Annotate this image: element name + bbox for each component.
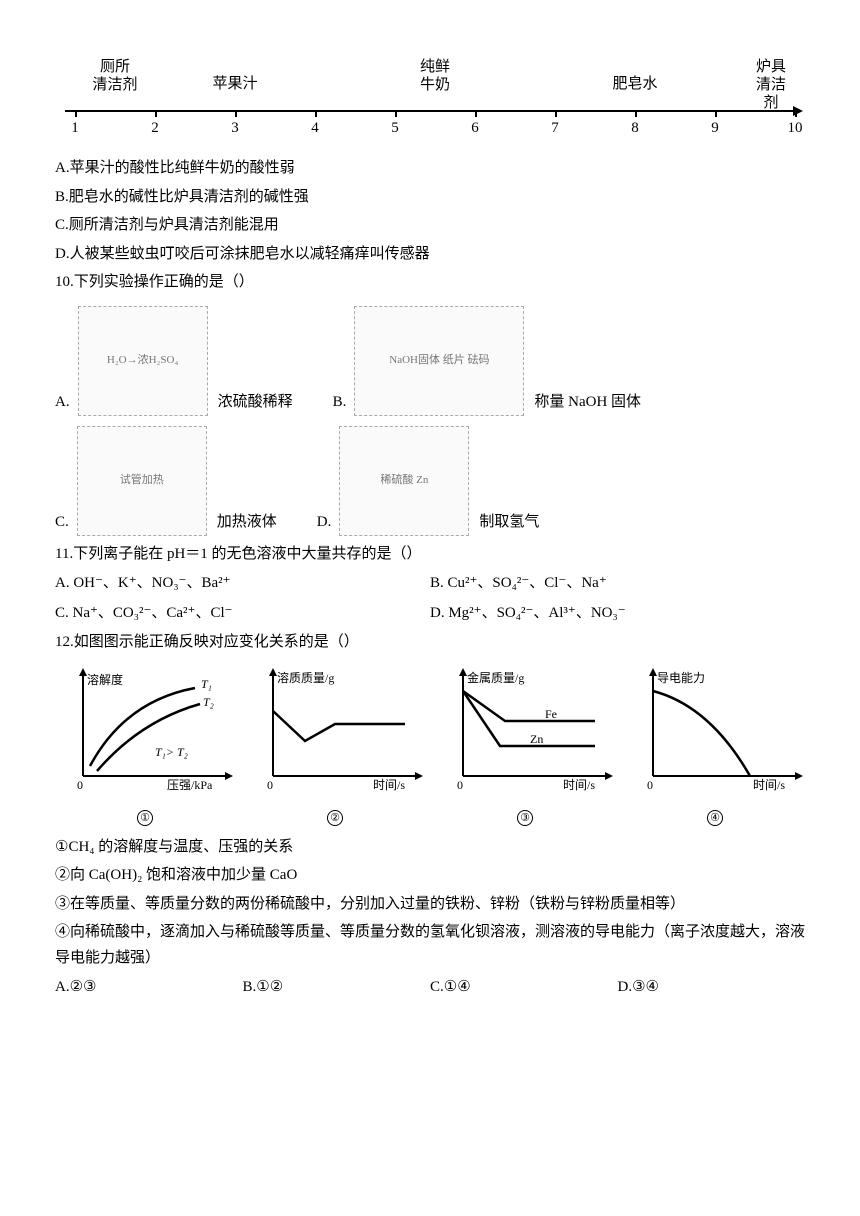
ph-label: 苹果汁 [212, 75, 257, 93]
svg-text:金属质量/g: 金属质量/g [467, 670, 524, 685]
q10-row2: C. 试管加热 加热液体 D. 稀硫酸 Zn 制取氢气 [55, 426, 805, 536]
q12-d1: ①CH₄ 的溶解度与温度、压强的关系 [55, 835, 805, 861]
q12-opt-d: D.③④ [618, 975, 806, 1001]
ph-number: 7 [551, 116, 559, 142]
svg-text:Fe: Fe [545, 707, 557, 721]
q9-opt-b: B.肥皂水的碱性比炉具清洁剂的碱性强 [55, 185, 805, 211]
q10-row1: A. H₂O→浓H₂SO₄ 浓硫酸稀释 B. NaOH固体 纸片 砝码 称量 N… [55, 306, 805, 416]
q10-c-image: 试管加热 [77, 426, 207, 536]
ph-number: 2 [151, 116, 159, 142]
svg-text:溶解度: 溶解度 [87, 672, 123, 687]
q10-b-caption: 称量 NaOH 固体 [534, 390, 641, 416]
q10-d-letter: D. [317, 510, 332, 536]
q11-stem: 11.下列离子能在 pH＝1 的无色溶液中大量共存的是（） [55, 542, 805, 568]
chart-1: 溶解度 T₁ T₂ T₁> T₂ 0 压强/kPa [55, 666, 235, 796]
q11-opt-b: B. Cu²⁺、SO₄²⁻、Cl⁻、Na⁺ [430, 571, 805, 597]
q12-d3: ③在等质量、等质量分数的两份稀硫酸中，分别加入过量的铁粉、锌粉（铁粉与锌粉质量相… [55, 892, 805, 918]
chart-4: 导电能力 0 时间/s [625, 666, 805, 796]
q10-stem: 10.下列实验操作正确的是（） [55, 270, 805, 296]
svg-text:时间/s: 时间/s [373, 778, 405, 792]
ph-label: 炉具清洁剂 [754, 58, 788, 112]
chart-3-num: ③ [517, 810, 533, 826]
svg-text:时间/s: 时间/s [753, 778, 785, 792]
chart-4-num: ④ [707, 810, 723, 826]
svg-text:0: 0 [647, 778, 653, 792]
q10-d-image: 稀硫酸 Zn [339, 426, 469, 536]
q9-opt-c: C.厕所清洁剂与炉具清洁剂能混用 [55, 213, 805, 239]
svg-text:压强/kPa: 压强/kPa [167, 778, 213, 792]
q12-opt-a: A.②③ [55, 975, 243, 1001]
q10-c-letter: C. [55, 510, 69, 536]
q12-d4: ④向稀硫酸中，逐滴加入与稀硫酸等质量、等质量分数的氢氧化钡溶液，测溶液的导电能力… [55, 920, 805, 971]
ph-scale-diagram: 1 2 3 4 5 6 7 8 9 10 厕所清洁剂 苹果汁 纯鲜牛奶 肥皂水 炉具清洁剂 [55, 40, 805, 150]
ph-number: 3 [231, 116, 239, 142]
ph-label: 肥皂水 [612, 75, 657, 93]
q9-opt-a: A.苹果汁的酸性比纯鲜牛奶的酸性弱 [55, 156, 805, 182]
chart-2: 溶质质量/g 0 时间/s [245, 666, 425, 796]
ph-axis [65, 110, 795, 112]
q12-opt-b: B.①② [243, 975, 431, 1001]
q12-charts: 溶解度 T₁ T₂ T₁> T₂ 0 压强/kPa ① 溶质质量/g 0 时间/… [55, 666, 805, 831]
q10-b-image: NaOH固体 纸片 砝码 [354, 306, 524, 416]
svg-text:导电能力: 导电能力 [657, 671, 705, 685]
q10-a-image: H₂O→浓H₂SO₄ [78, 306, 208, 416]
ph-number: 4 [311, 116, 319, 142]
q11-opt-a: A. OH⁻、K⁺、NO₃⁻、Ba²⁺ [55, 571, 430, 597]
chart-3: Fe Zn 金属质量/g 0 时间/s [435, 666, 615, 796]
ph-number: 5 [391, 116, 399, 142]
svg-text:时间/s: 时间/s [563, 778, 595, 792]
svg-text:T₁: T₁ [201, 677, 212, 691]
q10-c-caption: 加热液体 [217, 510, 277, 536]
svg-text:0: 0 [267, 778, 273, 792]
q12-opts: A.②③ B.①② C.①④ D.③④ [55, 975, 805, 1001]
q10-a-letter: A. [55, 390, 70, 416]
svg-text:T₁> T₂: T₁> T₂ [155, 745, 188, 759]
q10-a-caption: 浓硫酸稀释 [218, 390, 293, 416]
chart-2-num: ② [327, 810, 343, 826]
ph-number: 8 [631, 116, 639, 142]
ph-number: 10 [788, 116, 803, 142]
ph-number: 1 [71, 116, 79, 142]
chart-1-num: ① [137, 810, 153, 826]
svg-text:溶质质量/g: 溶质质量/g [277, 670, 334, 685]
q9-opt-d: D.人被某些蚊虫叮咬后可涂抹肥皂水以减轻痛痒叫传感器 [55, 242, 805, 268]
q10-b-letter: B. [333, 390, 347, 416]
q10-d-caption: 制取氢气 [479, 510, 539, 536]
q12-stem: 12.如图图示能正确反映对应变化关系的是（） [55, 630, 805, 656]
q11-opts-row1: A. OH⁻、K⁺、NO₃⁻、Ba²⁺ B. Cu²⁺、SO₄²⁻、Cl⁻、Na… [55, 571, 805, 597]
ph-label: 厕所清洁剂 [92, 58, 137, 94]
q11-opt-d: D. Mg²⁺、SO₄²⁻、Al³⁺、NO₃⁻ [430, 601, 805, 627]
q11-opt-c: C. Na⁺、CO₃²⁻、Ca²⁺、Cl⁻ [55, 601, 430, 627]
svg-text:T₂: T₂ [203, 695, 214, 709]
q12-opt-c: C.①④ [430, 975, 618, 1001]
svg-text:Zn: Zn [530, 732, 543, 746]
ph-number: 6 [471, 116, 479, 142]
ph-number: 9 [711, 116, 719, 142]
q11-opts-row2: C. Na⁺、CO₃²⁻、Ca²⁺、Cl⁻ D. Mg²⁺、SO₄²⁻、Al³⁺… [55, 601, 805, 627]
svg-text:0: 0 [457, 778, 463, 792]
svg-text:0: 0 [77, 778, 83, 792]
ph-label: 纯鲜牛奶 [420, 58, 450, 94]
q12-d2: ②向 Ca(OH)₂ 饱和溶液中加少量 CaO [55, 863, 805, 889]
